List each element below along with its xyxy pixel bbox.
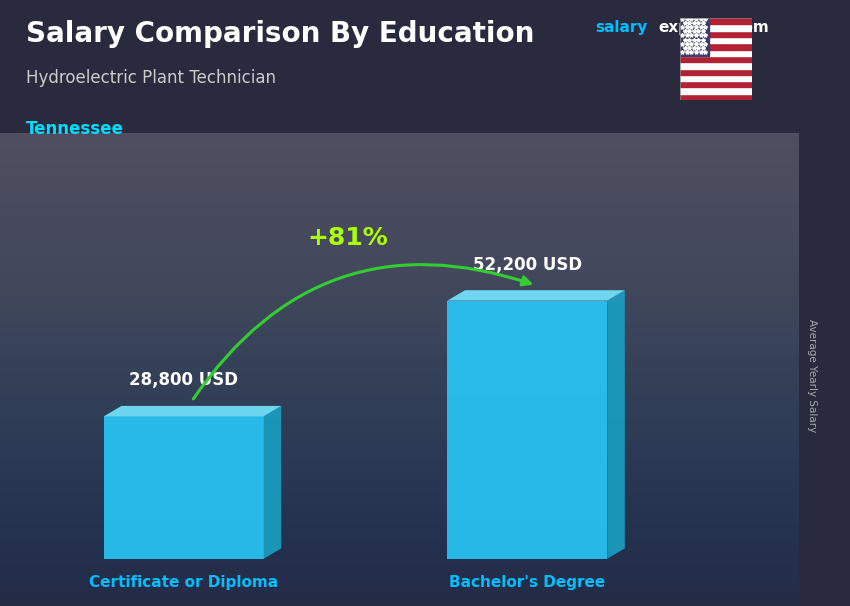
- Text: Salary Comparison By Education: Salary Comparison By Education: [26, 20, 534, 48]
- Bar: [680, 75, 752, 81]
- Polygon shape: [104, 406, 281, 416]
- Text: Certificate or Diploma: Certificate or Diploma: [89, 575, 278, 590]
- Text: Bachelor's Degree: Bachelor's Degree: [449, 575, 605, 590]
- Polygon shape: [264, 406, 281, 559]
- Polygon shape: [607, 290, 625, 559]
- Bar: [680, 37, 752, 44]
- Bar: [680, 18, 752, 24]
- Text: Tennessee: Tennessee: [26, 120, 123, 138]
- Bar: [680, 50, 752, 56]
- Bar: [680, 68, 752, 75]
- Bar: [680, 62, 752, 68]
- Bar: [680, 56, 752, 62]
- Polygon shape: [104, 416, 264, 559]
- Text: 52,200 USD: 52,200 USD: [473, 256, 582, 274]
- Text: explorer.com: explorer.com: [659, 20, 769, 35]
- Text: Hydroelectric Plant Technician: Hydroelectric Plant Technician: [26, 69, 275, 87]
- Bar: [680, 94, 752, 100]
- Text: +81%: +81%: [308, 226, 388, 250]
- Polygon shape: [447, 290, 625, 301]
- Bar: [680, 87, 752, 94]
- Text: salary: salary: [595, 20, 648, 35]
- Bar: [680, 18, 709, 56]
- Text: 28,800 USD: 28,800 USD: [129, 371, 238, 390]
- Bar: [680, 24, 752, 31]
- Text: Average Yearly Salary: Average Yearly Salary: [807, 319, 817, 432]
- Bar: [680, 31, 752, 37]
- Polygon shape: [447, 301, 607, 559]
- Bar: [680, 81, 752, 87]
- Bar: [680, 44, 752, 50]
